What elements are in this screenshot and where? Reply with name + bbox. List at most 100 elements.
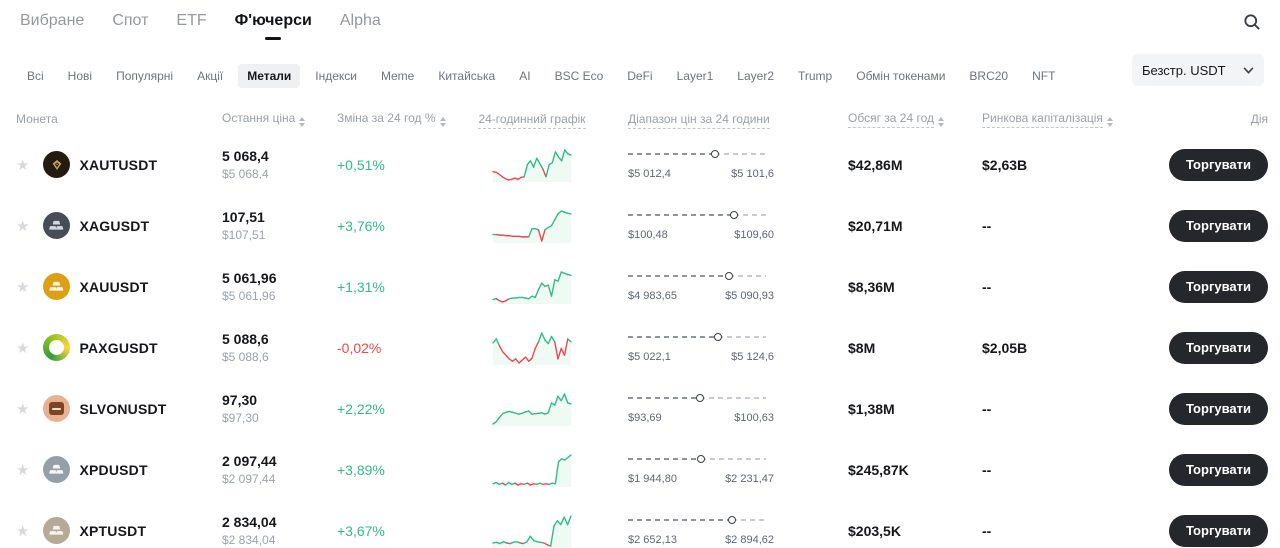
favorite-star-icon[interactable]: ★: [16, 217, 30, 235]
trade-button[interactable]: Торгувати: [1168, 331, 1268, 364]
sort-icon: [299, 117, 306, 127]
tab-китайська[interactable]: Китайська: [438, 69, 496, 83]
range-slider: [628, 271, 766, 281]
range-marker: [697, 455, 706, 463]
trade-button[interactable]: Торгувати: [1168, 148, 1268, 181]
sparkline-chart: [447, 330, 617, 366]
last-price: 5 068,4: [222, 148, 269, 164]
tab-обмін-токенами[interactable]: Обмін токенами: [856, 69, 946, 83]
tab-layer1[interactable]: Layer1: [676, 69, 714, 83]
trade-button[interactable]: Торгувати: [1168, 514, 1268, 547]
tab-meme[interactable]: Meme: [381, 69, 415, 83]
range-dash-left: [628, 519, 732, 521]
coin-icon: [43, 151, 71, 178]
nav-item[interactable]: Alpha: [339, 12, 381, 29]
filter-bar: Всі Нові Популярні Акції Метали Індекси Meme Ки…: [0, 46, 1280, 92]
range-marker: [695, 394, 704, 402]
tab-метали[interactable]: Метали: [238, 64, 301, 88]
tab-nft[interactable]: NFT: [1032, 69, 1056, 83]
favorite-star-icon[interactable]: ★: [16, 461, 30, 479]
coin-icon: [43, 334, 71, 361]
tab-brc20[interactable]: BRC20: [969, 69, 1009, 83]
chevron-down-icon: [1243, 66, 1254, 74]
market-cap: --: [982, 461, 992, 478]
tab-trump[interactable]: Trump: [798, 69, 833, 83]
paxg-ring-inner: [49, 340, 65, 355]
coin-symbol: XAUUSDT: [79, 278, 149, 295]
header-24h-chart[interactable]: 24-годинний графік: [447, 112, 617, 129]
range-dash-right: [734, 214, 766, 216]
sort-icon: [938, 117, 944, 127]
favorite-star-icon[interactable]: ★: [16, 400, 30, 418]
last-price: 5 061,96: [222, 270, 277, 286]
search-icon[interactable]: [1242, 12, 1264, 34]
header-24h-range[interactable]: Діапазон цін за 24 години: [617, 112, 838, 129]
header-market-cap[interactable]: Ринкова капіталізація: [975, 111, 1120, 128]
change-24h: +3,67%: [337, 522, 385, 539]
coin-symbol: PAXGUSDT: [79, 339, 158, 356]
market-cap: --: [982, 522, 992, 539]
range-dash-left: [628, 153, 715, 155]
trade-button[interactable]: Торгувати: [1168, 453, 1268, 486]
tab-індекси[interactable]: Індекси: [315, 69, 357, 83]
range-marker: [713, 333, 722, 341]
trade-button[interactable]: Торгувати: [1168, 392, 1268, 425]
last-price-usd: $107,51: [222, 228, 266, 242]
range-low: $5 022,1: [628, 351, 671, 363]
last-price-usd: $97,30: [222, 411, 259, 425]
table-row: ★ XAUUSDT 5 061,96 $5 061,96 +1,31% $4 9…: [0, 256, 1280, 317]
sparkline-chart: [447, 147, 617, 183]
sort-icon: [439, 117, 446, 127]
header-change-24h[interactable]: Зміна за 24 год %: [337, 111, 447, 127]
last-price: 2 834,04: [222, 514, 277, 530]
favorite-star-icon[interactable]: ★: [16, 156, 30, 174]
last-price-usd: $2 834,04: [222, 533, 276, 547]
top-bar: Вибране Спот ETF Ф'ючерси Alpha: [0, 0, 1280, 46]
range-low: $1 944,80: [628, 473, 677, 485]
range-dash-left: [628, 214, 735, 216]
nav-item[interactable]: ETF: [176, 12, 207, 29]
range-slider: [628, 393, 766, 403]
tab-нові[interactable]: Нові: [67, 69, 93, 83]
table-body: ★ XAUTUSDT 5 068,4 $5 068,4 +0,51% $5 01…: [0, 134, 1280, 548]
table-header: Монета Остання ціна Зміна за 24 год % 24…: [0, 104, 1280, 134]
range-low: $4 983,65: [628, 290, 677, 302]
table-row: ★ PAXGUSDT 5 088,6 $5 088,6 -0,02% $5 02…: [0, 317, 1280, 378]
contract-type-dropdown[interactable]: Безстр. USDT: [1132, 54, 1264, 86]
coin-symbol: SLVONUSDT: [79, 400, 167, 417]
range-marker: [730, 211, 739, 219]
contract-type-label: Безстр. USDT: [1142, 62, 1226, 78]
header-last-price[interactable]: Остання ціна: [222, 111, 337, 127]
tab-layer2[interactable]: Layer2: [737, 69, 774, 83]
range-slider: [628, 149, 766, 159]
range-dash-left: [628, 397, 700, 399]
last-price-usd: $5 068,4: [222, 167, 269, 181]
volume-24h: $203,5K: [848, 522, 901, 539]
favorite-star-icon[interactable]: ★: [16, 278, 30, 296]
trade-button[interactable]: Торгувати: [1168, 270, 1268, 303]
tab-акції[interactable]: Акції: [197, 69, 224, 83]
market-cap: $2,05B: [982, 339, 1028, 356]
volume-24h: $1,38M: [848, 400, 895, 417]
favorite-star-icon[interactable]: ★: [16, 522, 30, 540]
tab-всі[interactable]: Всі: [27, 69, 44, 83]
volume-24h: $20,71M: [848, 217, 903, 234]
coin-icon: [43, 212, 71, 239]
tab-bsc-eco[interactable]: BSC Eco: [554, 69, 604, 83]
tab-defi[interactable]: DeFi: [627, 69, 653, 83]
trade-button[interactable]: Торгувати: [1168, 209, 1268, 242]
primary-nav: Вибране Спот ETF Ф'ючерси Alpha: [20, 12, 381, 40]
nav-item[interactable]: Спот: [112, 12, 149, 29]
favorite-star-icon[interactable]: ★: [16, 339, 30, 357]
tab-ai[interactable]: AI: [519, 69, 531, 83]
range-low: $5 012,4: [628, 168, 671, 180]
change-24h: -0,02%: [337, 339, 382, 356]
nav-item[interactable]: Ф'ючерси: [235, 12, 312, 40]
header-volume-24h[interactable]: Обсяг за 24 год: [838, 111, 975, 128]
range-high: $5 101,6: [731, 168, 774, 180]
tab-популярні[interactable]: Популярні: [116, 69, 174, 83]
nav-item[interactable]: Вибране: [20, 12, 85, 29]
last-price-usd: $2 097,44: [222, 472, 276, 486]
sort-icon: [1106, 117, 1113, 127]
table-row: ★ XAGUSDT 107,51 $107,51 +3,76% $100,48 …: [0, 195, 1280, 256]
